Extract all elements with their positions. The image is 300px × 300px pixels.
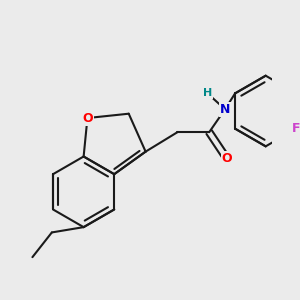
Text: N: N <box>220 103 230 116</box>
Text: H: H <box>203 88 212 98</box>
Text: F: F <box>292 122 300 135</box>
Text: O: O <box>82 112 93 124</box>
Text: O: O <box>221 152 232 165</box>
